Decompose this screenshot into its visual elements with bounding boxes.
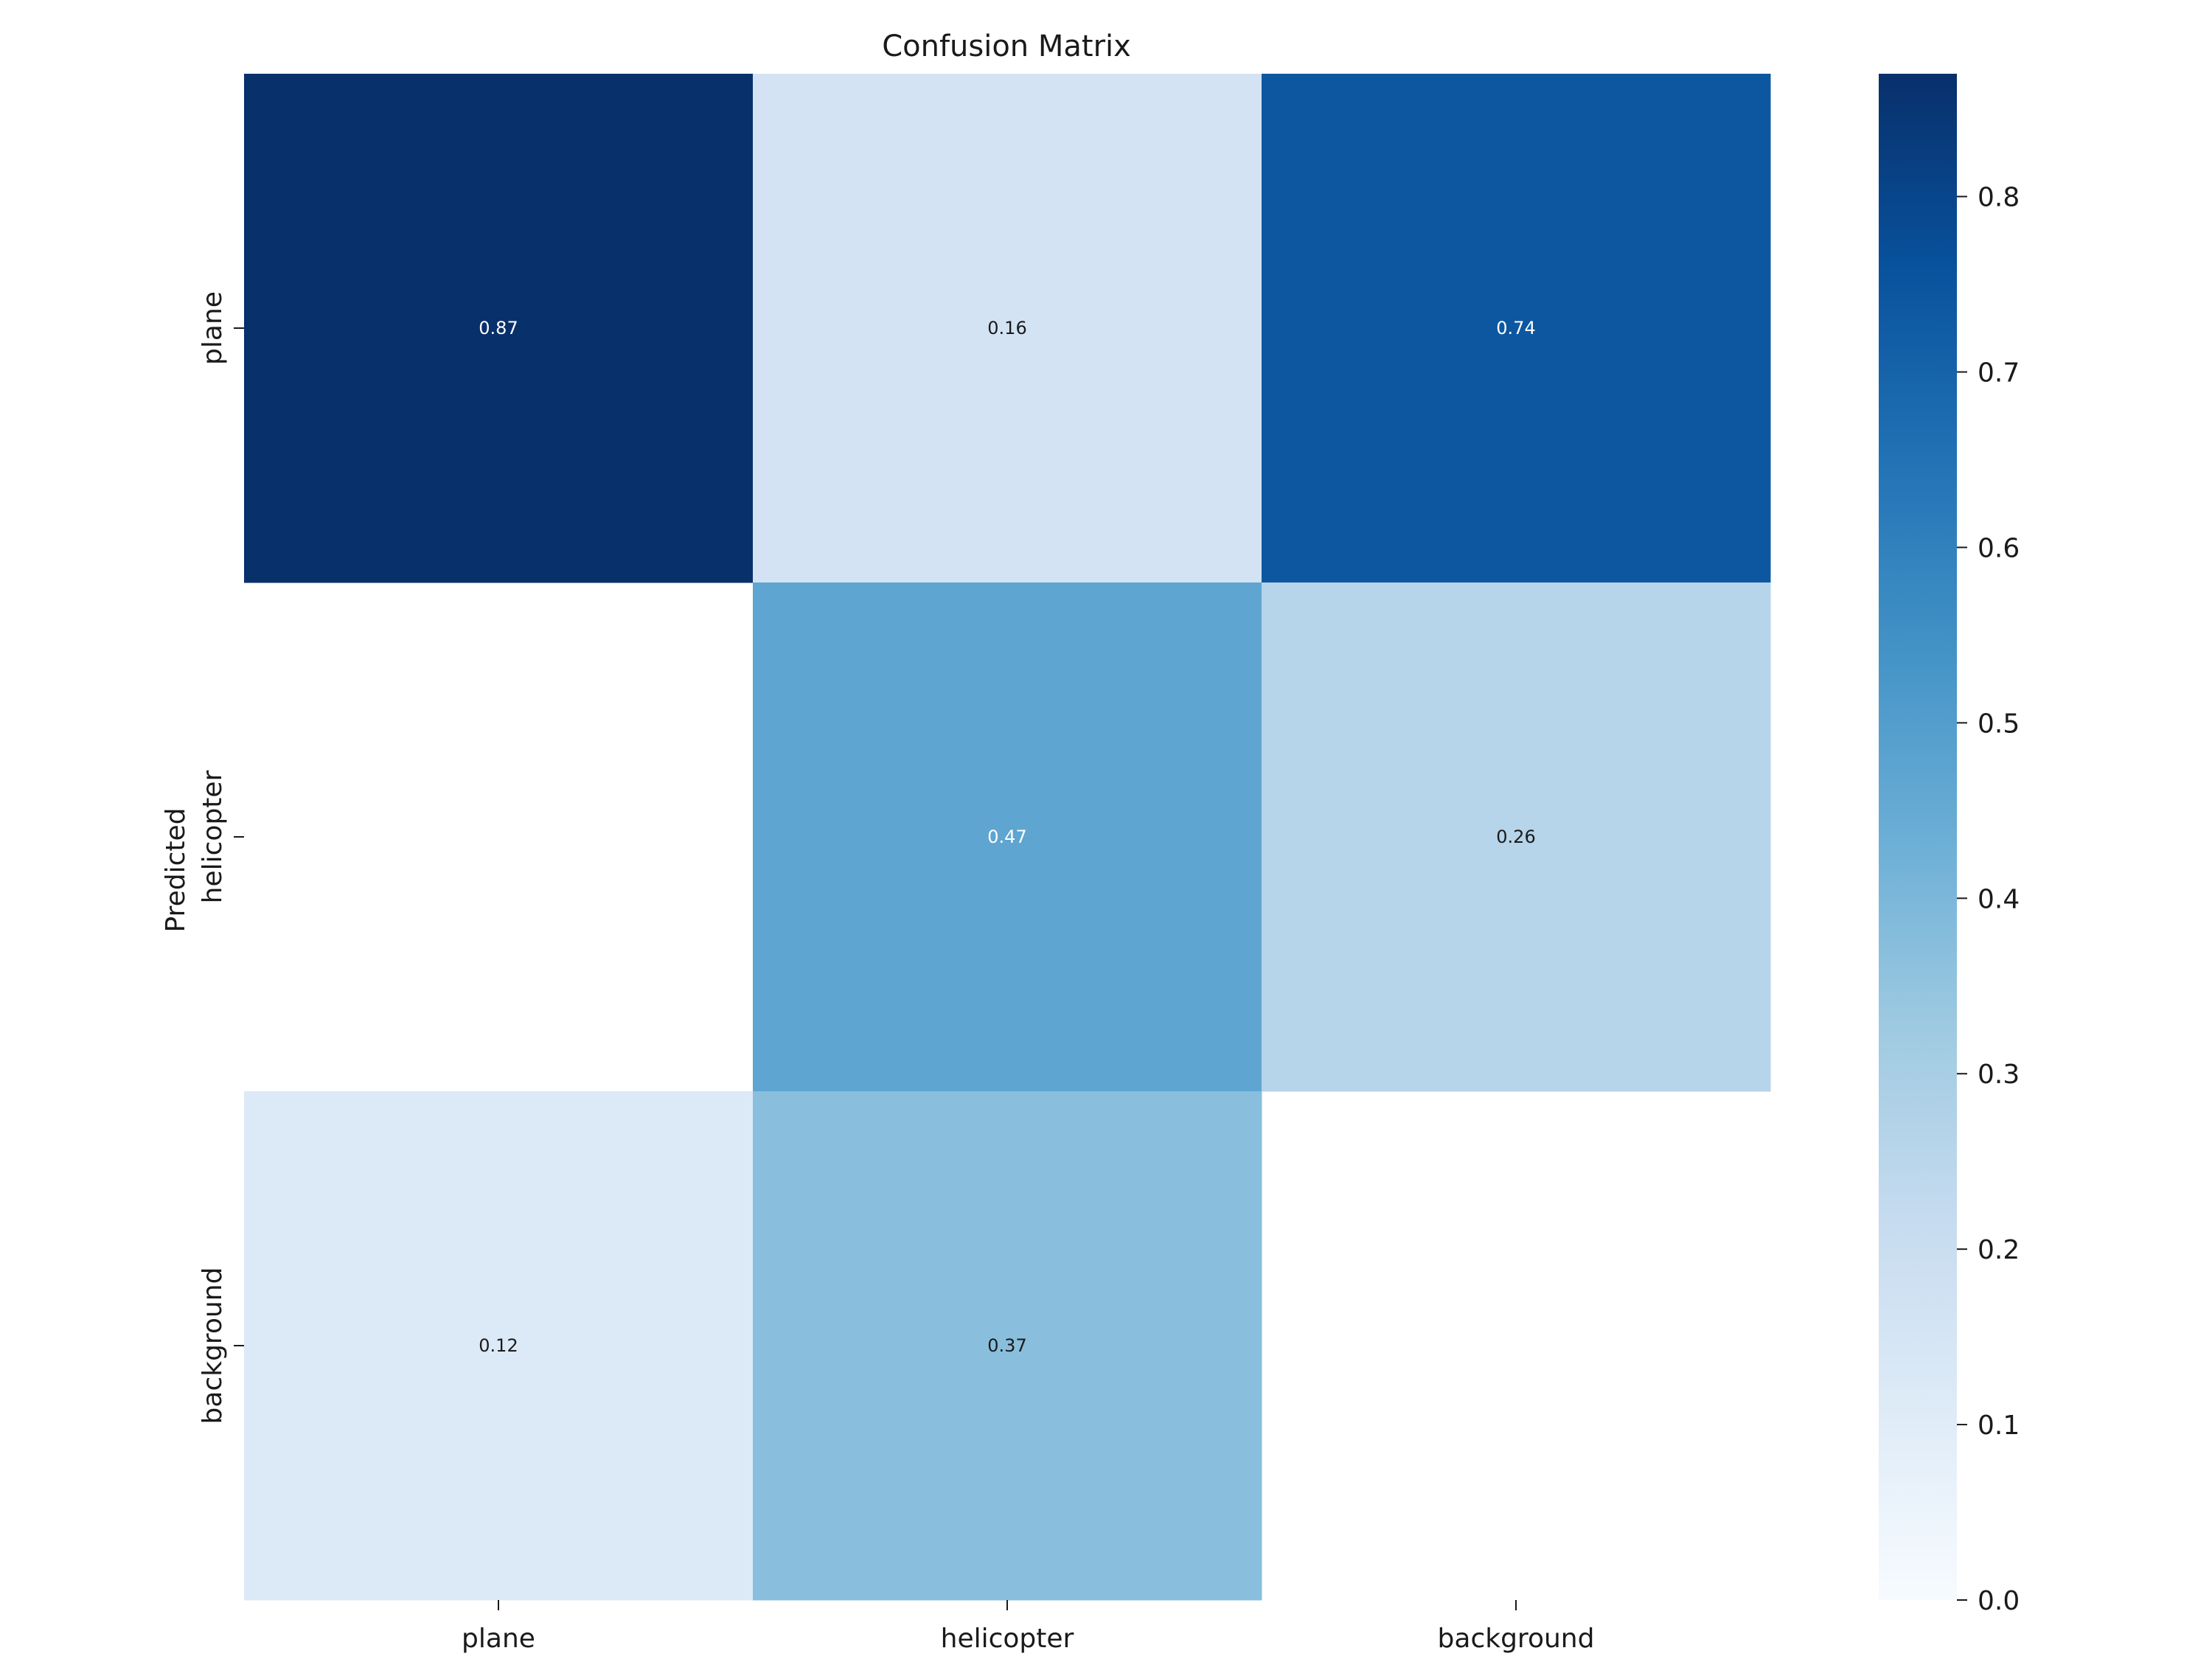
heatmap-cells <box>244 74 1771 1601</box>
heatmap-cell <box>1262 582 1771 1092</box>
heatmap-cell <box>753 582 1262 1092</box>
heatmap-cell <box>753 1091 1262 1601</box>
colorbar-tick-label: 0.4 <box>1978 884 2020 914</box>
cell-value-label: 0.26 <box>1496 827 1535 847</box>
chart-title: Confusion Matrix <box>882 29 1131 63</box>
cell-value-label: 0.74 <box>1496 318 1535 338</box>
heatmap-cell <box>244 1091 754 1601</box>
colorbar-tick-label: 0.1 <box>1978 1411 2020 1441</box>
cell-value-label: 0.16 <box>987 318 1026 338</box>
y-axis-label: Predicted <box>161 808 191 933</box>
cell-value-label: 0.12 <box>479 1335 518 1356</box>
colorbar <box>1879 74 1957 1600</box>
x-tick-label: helicopter <box>941 1624 1074 1654</box>
colorbar-ticks: 0.0 0.1 0.2 0.3 0.4 0.5 0.6 0.7 0.8 <box>1957 183 2020 1616</box>
x-axis-ticks: plane helicopter background <box>462 1600 1594 1654</box>
y-tick-label: helicopter <box>198 770 228 903</box>
heatmap-cell-labels: 0.87 0.16 0.74 0.47 0.26 0.12 0.37 <box>479 318 1535 1356</box>
heatmap-cell <box>753 74 1262 583</box>
y-tick-label: plane <box>198 291 228 365</box>
colorbar-tick-label: 0.8 <box>1978 183 2020 213</box>
colorbar-tick-label: 0.5 <box>1978 709 2020 739</box>
heatmap-cell <box>244 74 754 583</box>
cell-value-label: 0.87 <box>479 318 518 338</box>
y-axis-ticks: plane helicopter background <box>198 291 244 1424</box>
colorbar-tick-label: 0.6 <box>1978 533 2020 563</box>
colorbar-tick-label: 0.7 <box>1978 358 2020 388</box>
colorbar-tick-label: 0.0 <box>1978 1586 2020 1616</box>
heatmap-cell <box>1262 74 1771 583</box>
x-tick-label: background <box>1438 1624 1595 1654</box>
x-tick-label: plane <box>462 1624 535 1654</box>
colorbar-tick-label: 0.3 <box>1978 1060 2020 1090</box>
cell-value-label: 0.37 <box>987 1335 1026 1356</box>
colorbar-tick-label: 0.2 <box>1978 1235 2020 1265</box>
cell-value-label: 0.47 <box>987 827 1026 847</box>
y-tick-label: background <box>198 1267 228 1425</box>
